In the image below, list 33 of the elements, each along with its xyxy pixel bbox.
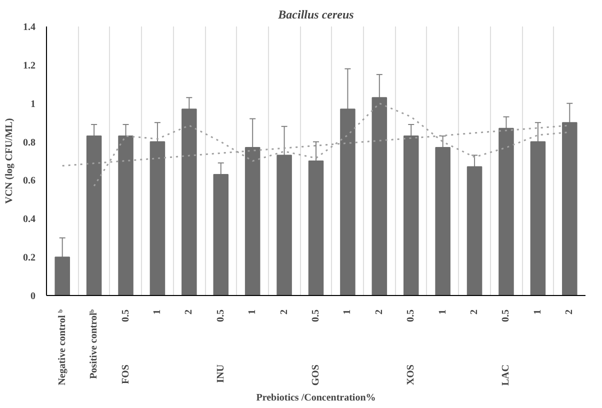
y-tick-label: 1.4 [23, 22, 36, 33]
x-tick-label: 1 [152, 310, 163, 314]
x-tick-label: 0.5 [310, 310, 322, 322]
x-tick-label: 2 [469, 310, 480, 314]
x-tick-label: 0.5 [500, 310, 512, 322]
x-tick-label: 1 [532, 310, 544, 314]
x-tick-label: 2 [564, 310, 576, 314]
x-tick-label: Negative control ᵇ [56, 308, 68, 386]
x-tick-label: 1 [437, 310, 448, 314]
text: FOS [120, 364, 132, 384]
y-tick-label: 1.2 [23, 60, 36, 72]
y-tick-label: 0.4 [23, 214, 36, 226]
y-tick-label: 1 [30, 98, 36, 110]
y-axis-title: VCN (log CFU/ML) [4, 118, 15, 204]
text: XOS [406, 364, 417, 386]
x-tick-label: 1 [247, 310, 258, 314]
x-tick-label: 2 [374, 310, 385, 314]
chart-title: Bacillus cereus [277, 8, 354, 22]
y-tick-label: 0 [30, 291, 36, 302]
x-tick-label: 0.5 [406, 310, 417, 322]
y-tick-label: 0.6 [23, 176, 36, 187]
y-tick-label: 0.2 [23, 252, 36, 264]
x-tick-label: Positive controlᵇ [88, 308, 100, 379]
x-tick-label: 1 [342, 310, 354, 314]
x-tick-label: 0.5 [120, 310, 132, 322]
text: INU [215, 364, 226, 383]
x-tick-label: 0.5 [215, 310, 226, 322]
x-axis-title: Prebiotics /Concentration% [256, 392, 376, 404]
x-tick-label: 2 [184, 310, 195, 314]
y-tick-label: 0.8 [23, 137, 36, 148]
x-tick-label: 2 [278, 310, 290, 314]
text: GOS [310, 364, 322, 386]
text: LAC [500, 364, 512, 386]
